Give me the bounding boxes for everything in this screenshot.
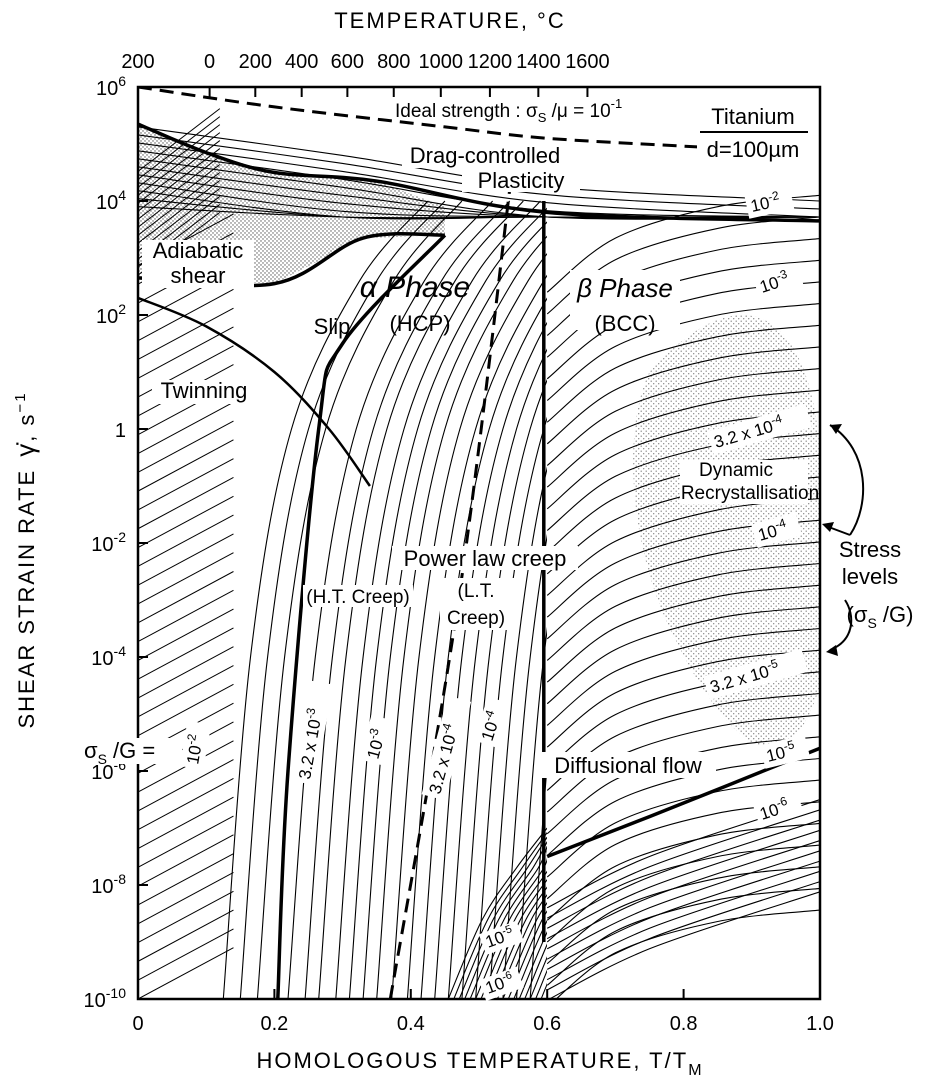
x-tick-label: 0.6: [533, 1013, 561, 1035]
twinning-hatch: [138, 590, 233, 641]
stress-levels-line3: (σS /G): [847, 602, 914, 631]
diffusional-label: Diffusional flow: [554, 753, 702, 778]
drag-label-line1: Drag-controlled: [410, 143, 560, 168]
twinning-hatch: [138, 402, 233, 453]
x-tick-label: 0.2: [260, 1013, 288, 1035]
twinning-hatch: [138, 477, 233, 528]
beta-diffusional-contour: [547, 871, 820, 979]
lt-creep-label-1: (L.T.: [458, 581, 495, 602]
grain-size-label: d=100µm: [707, 137, 800, 162]
twinning-hatch: [138, 459, 233, 510]
x2-tick-label: 200: [121, 51, 154, 73]
beta-phase-label: β Phase: [576, 273, 673, 303]
x2-tick-label: 0: [204, 51, 215, 73]
twinning-hatch: [138, 816, 233, 867]
x-tick-label: 1.0: [806, 1013, 834, 1035]
y-tick-label: 10-10: [84, 985, 127, 1012]
beta-phase-sub: (BCC): [594, 311, 655, 336]
twinning-hatch: [138, 760, 233, 811]
alpha-phase-label: α Phase: [360, 271, 471, 304]
dynamic-label-1: Dynamic: [699, 460, 773, 481]
y-tick-label: 104: [96, 187, 126, 214]
stress-levels-arrowhead-mid: [822, 522, 834, 532]
x2-tick-label: 1200: [468, 51, 513, 73]
twinning-hatch: [138, 421, 233, 472]
x-tick-label: 0: [132, 1013, 143, 1035]
x-tick-label: 0.4: [397, 1013, 425, 1035]
ht-creep-label: (H.T. Creep): [306, 587, 409, 608]
slip-creep-boundary: [278, 235, 445, 999]
twinning-hatch: [138, 440, 233, 491]
beta-diffusional-contour: [547, 882, 820, 990]
y-tick-label: 10-4: [91, 643, 126, 670]
dynamic-label-2: Recrystallisation: [681, 483, 819, 504]
y-axis-title-symbol: γ̇: [10, 442, 40, 457]
x2-tick-label: 1400: [516, 51, 561, 73]
twinning-hatch: [138, 666, 233, 717]
twinning-hatch: [138, 572, 233, 623]
x2-tick-label: 800: [377, 51, 410, 73]
x2-tick-label: 600: [331, 51, 364, 73]
x2-tick-label: 200: [239, 51, 272, 73]
stress-levels-arrow-top: [830, 425, 863, 535]
lt-creep-label-2: Creep): [447, 608, 505, 629]
x-axis-title: HOMOLOGOUS TEMPERATURE, T/TM: [256, 1048, 703, 1079]
twinning-label: Twinning: [161, 378, 248, 403]
twinning-hatch: [138, 496, 233, 547]
y-axis-title-main: SHEAR STRAIN RATE: [14, 469, 39, 729]
x-tick-label: 0.8: [670, 1013, 698, 1035]
twinning-hatch: [138, 778, 233, 829]
material-label: Titanium d=100µm: [697, 104, 808, 162]
drag-label-line2: Plasticity: [478, 168, 565, 193]
alpha-phase-sub: (HCP): [389, 311, 450, 336]
y-tick-label: 1: [115, 420, 126, 442]
stress-levels-line1: Stress: [839, 537, 901, 562]
twinning-hatch: [138, 872, 233, 923]
x2-tick-label: 1600: [565, 51, 610, 73]
diffusional-contour: [530, 868, 598, 999]
adiabatic-label-line2: shear: [170, 263, 225, 288]
x2-tick-label: 400: [285, 51, 318, 73]
twinning-hatch: [138, 948, 233, 999]
twinning-hatch: [138, 534, 233, 585]
twinning-hatch: [138, 797, 233, 848]
ideal-strength-label: Ideal strength : σS /μ = 10-1: [395, 96, 622, 125]
titanium-label: Titanium: [711, 104, 795, 129]
twinning-hatch: [138, 835, 233, 886]
twinning-hatch: [138, 854, 233, 905]
twinning-hatch: [138, 647, 233, 698]
twinning-hatch: [138, 684, 233, 735]
twinning-hatch: [138, 891, 233, 942]
adiabatic-label-line1: Adiabatic: [153, 238, 244, 263]
slip-label: Slip: [314, 314, 351, 339]
twinning-hatch: [138, 553, 233, 604]
stress-levels-arrowhead-bottom: [826, 645, 838, 656]
twinning-hatch: [138, 910, 233, 961]
twinning-hatch: [138, 609, 233, 660]
twinning-hatch: [138, 929, 233, 980]
beta-diffusional-contour: [547, 861, 820, 969]
x2-tick-label: 1000: [419, 51, 464, 73]
x2-axis-title: TEMPERATURE, °C: [334, 8, 566, 33]
twinning-hatch: [138, 515, 233, 566]
y-axis-title-unit: , s: [14, 413, 39, 442]
x-axis-title-sub: M: [688, 1062, 703, 1079]
twinning-hatch: [138, 628, 233, 679]
y-axis-title: SHEAR STRAIN RATE γ̇, s−1: [10, 391, 40, 728]
y-tick-label: 106: [96, 73, 126, 100]
y-tick-label: 102: [96, 301, 126, 328]
power-law-label: Power law creep: [404, 546, 567, 571]
y-tick-label: 10-2: [91, 529, 126, 556]
x-axis-title-main: HOMOLOGOUS TEMPERATURE, T/T: [256, 1048, 688, 1073]
stress-levels-line2: levels: [842, 564, 898, 589]
y-tick-label: 10-8: [91, 871, 126, 898]
y-axis-title-unit-exp: −1: [12, 391, 29, 412]
sigma-g-label: σS /G =: [84, 738, 155, 767]
